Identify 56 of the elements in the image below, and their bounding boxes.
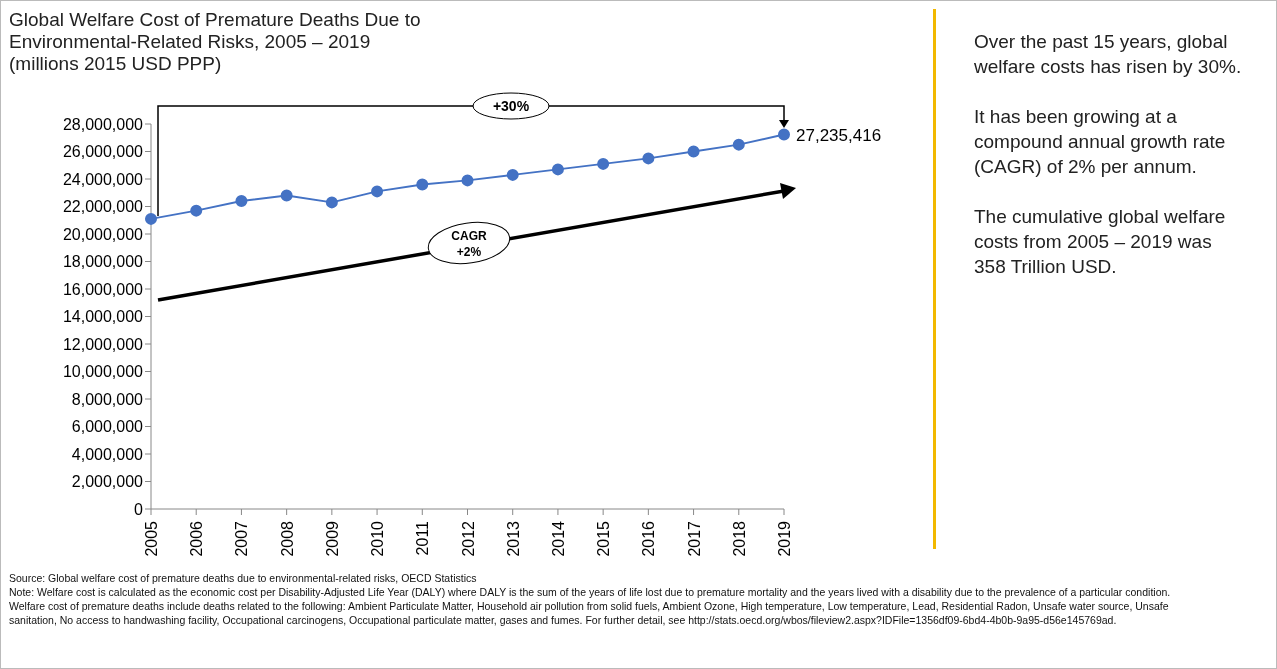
y-tick-label: 18,000,000 xyxy=(62,253,144,271)
y-tick-label: 2,000,000 xyxy=(71,473,144,491)
x-tick-label: 2010 xyxy=(369,520,387,557)
x-tick-label: 2017 xyxy=(685,520,703,557)
y-tick-label: 26,000,000 xyxy=(62,143,144,161)
y-tick-label: 24,000,000 xyxy=(62,170,144,188)
y-tick-label: 12,000,000 xyxy=(62,335,144,353)
x-tick-label: 2019 xyxy=(776,520,793,557)
chart-title: Global Welfare Cost of Premature Deaths Due to Environmental-Related Risks, 2005 – 2019 xyxy=(9,9,422,53)
point xyxy=(325,196,338,209)
point xyxy=(371,185,384,198)
point xyxy=(145,212,157,225)
y-tick-label: 16,000,000 xyxy=(62,280,144,298)
data-label: 27,235,416 xyxy=(796,125,882,145)
x-tick-label: 2012 xyxy=(459,520,477,557)
text: Note: Welfare cost is calculated as the economic cost per Disability-Adjusted Life Year (DALY) where DALY is the sum of the years of life lost due to premature mortality and the years lived with a disability due to the prevalence of a particular condition. Welfare cost of premature deaths include deaths related to the following: Ambient Particulate Matter, Household air pollution from solid fuels, Ambient Ozone, High temperature, Low temperature, Lead, Residential Radon, Unsafe water source, Unsafe sanitation, No access to handwashing facility, Occupational carcinogens, Occupational particulate matter, gases and fumes. For further detail, see http://stats.oecd.org/wbos/fileview2.aspx?IDFile=1356df09-6bd4-4b0b-9a95-d56e145769ad. xyxy=(9,585,1172,627)
x-tick-label: 2008 xyxy=(278,520,296,557)
point xyxy=(687,145,700,158)
x-tick-label: 2005 xyxy=(143,520,160,557)
point xyxy=(597,157,610,170)
point xyxy=(732,138,745,151)
x-tick-label: 2006 xyxy=(188,520,206,557)
text: Over the past 15 years, global welfare costs has risen by 30%. xyxy=(974,30,1243,79)
oval-label: CAGR +2% xyxy=(426,221,512,265)
x-tick-label: 2013 xyxy=(504,520,522,557)
source-note: Source: Global welfare cost of premature deaths due to environmental-related risks, OECD Statistics xyxy=(9,571,478,585)
text: The cumulative global welfare costs from 2005 – 2019 was 358 Trillion USD. xyxy=(974,205,1227,279)
y-tick-label: 4,000,000 xyxy=(71,445,144,463)
y-tick-label: 8,000,000 xyxy=(71,390,144,408)
x-tick-label: 2014 xyxy=(549,520,567,557)
point xyxy=(551,163,564,176)
x-tick-label: 2011 xyxy=(414,520,432,556)
y-tick-label: 20,000,000 xyxy=(62,225,144,243)
y-tick-label: 28,000,000 xyxy=(62,115,144,133)
x-tick-label: 2018 xyxy=(730,520,748,557)
point xyxy=(416,178,429,191)
x-tick-label: 2007 xyxy=(233,520,251,557)
point xyxy=(461,174,474,187)
point xyxy=(235,195,248,207)
oval-label: +30% xyxy=(471,92,551,120)
chart-subtitle: (millions 2015 USD PPP) xyxy=(9,53,223,75)
annotation: CAGR +2% xyxy=(451,229,487,259)
x-tick-label: 2015 xyxy=(595,520,613,557)
x-tick-label: 2009 xyxy=(323,520,341,557)
point xyxy=(280,189,293,202)
y-tick-label: 22,000,000 xyxy=(62,198,144,216)
point xyxy=(506,168,519,181)
point xyxy=(778,128,790,141)
y-tick-label: 10,000,000 xyxy=(62,363,144,381)
y-tick-label: 0 xyxy=(134,500,144,518)
point xyxy=(190,204,203,217)
point xyxy=(642,152,655,165)
y-tick-label: 6,000,000 xyxy=(71,418,144,436)
y-tick-label: 14,000,000 xyxy=(62,308,144,326)
x-tick-label: 2016 xyxy=(640,520,658,557)
text: It has been growing at a compound annual growth rate (CAGR) of 2% per annum. xyxy=(974,105,1227,179)
